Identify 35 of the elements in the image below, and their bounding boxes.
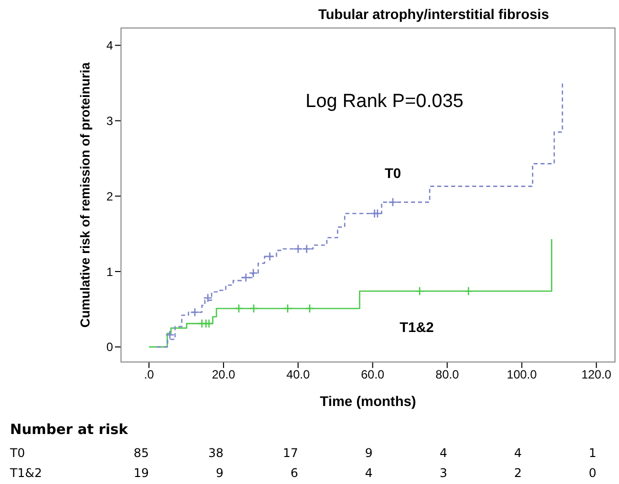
series-label: T1&2 <box>400 319 434 336</box>
text: T1&2 <box>10 466 42 480</box>
y-tick-label: 2 <box>106 189 114 204</box>
text: 4 <box>364 466 373 480</box>
x-tick-label: 100.0 <box>506 368 538 382</box>
text: 0 <box>588 466 596 480</box>
annotation: Log Rank P=0.035 <box>306 90 464 113</box>
x-tick-label: 80.0 <box>436 368 460 382</box>
y-tick-label: 3 <box>106 114 114 128</box>
x-tick-label: 20.0 <box>212 368 236 382</box>
y-axis-title: Cumulative risk of remission of proteinuria <box>78 62 93 328</box>
text: 2 <box>513 466 522 480</box>
text: T0 <box>10 446 25 460</box>
text: 4 <box>438 446 448 460</box>
text: Number at risk <box>10 422 128 438</box>
series-label: T0 <box>384 165 402 182</box>
x-tick-label: 60.0 <box>360 368 385 382</box>
text: 9 <box>214 466 224 480</box>
y-tick-label: 0 <box>106 340 114 354</box>
text: 1 <box>588 446 596 460</box>
x-tick-label: 120.0 <box>581 368 612 382</box>
text: 3 <box>438 466 448 480</box>
text: 19 <box>132 466 149 480</box>
chart-title: Tubular atrophy/interstitial fibrosis <box>318 6 549 22</box>
y-tick-label: 1 <box>106 264 114 279</box>
text: 4 <box>513 446 522 460</box>
x-tick-label: .0 <box>144 368 154 382</box>
text: 6 <box>289 466 298 480</box>
text: 9 <box>364 446 373 460</box>
text: 85 <box>132 446 149 460</box>
x-axis-title: Time (months) <box>320 393 416 409</box>
y-tick-label: 4 <box>106 38 114 53</box>
text: 38 <box>207 446 224 460</box>
x-tick-label: 40.0 <box>286 368 310 382</box>
text: 17 <box>282 446 298 460</box>
